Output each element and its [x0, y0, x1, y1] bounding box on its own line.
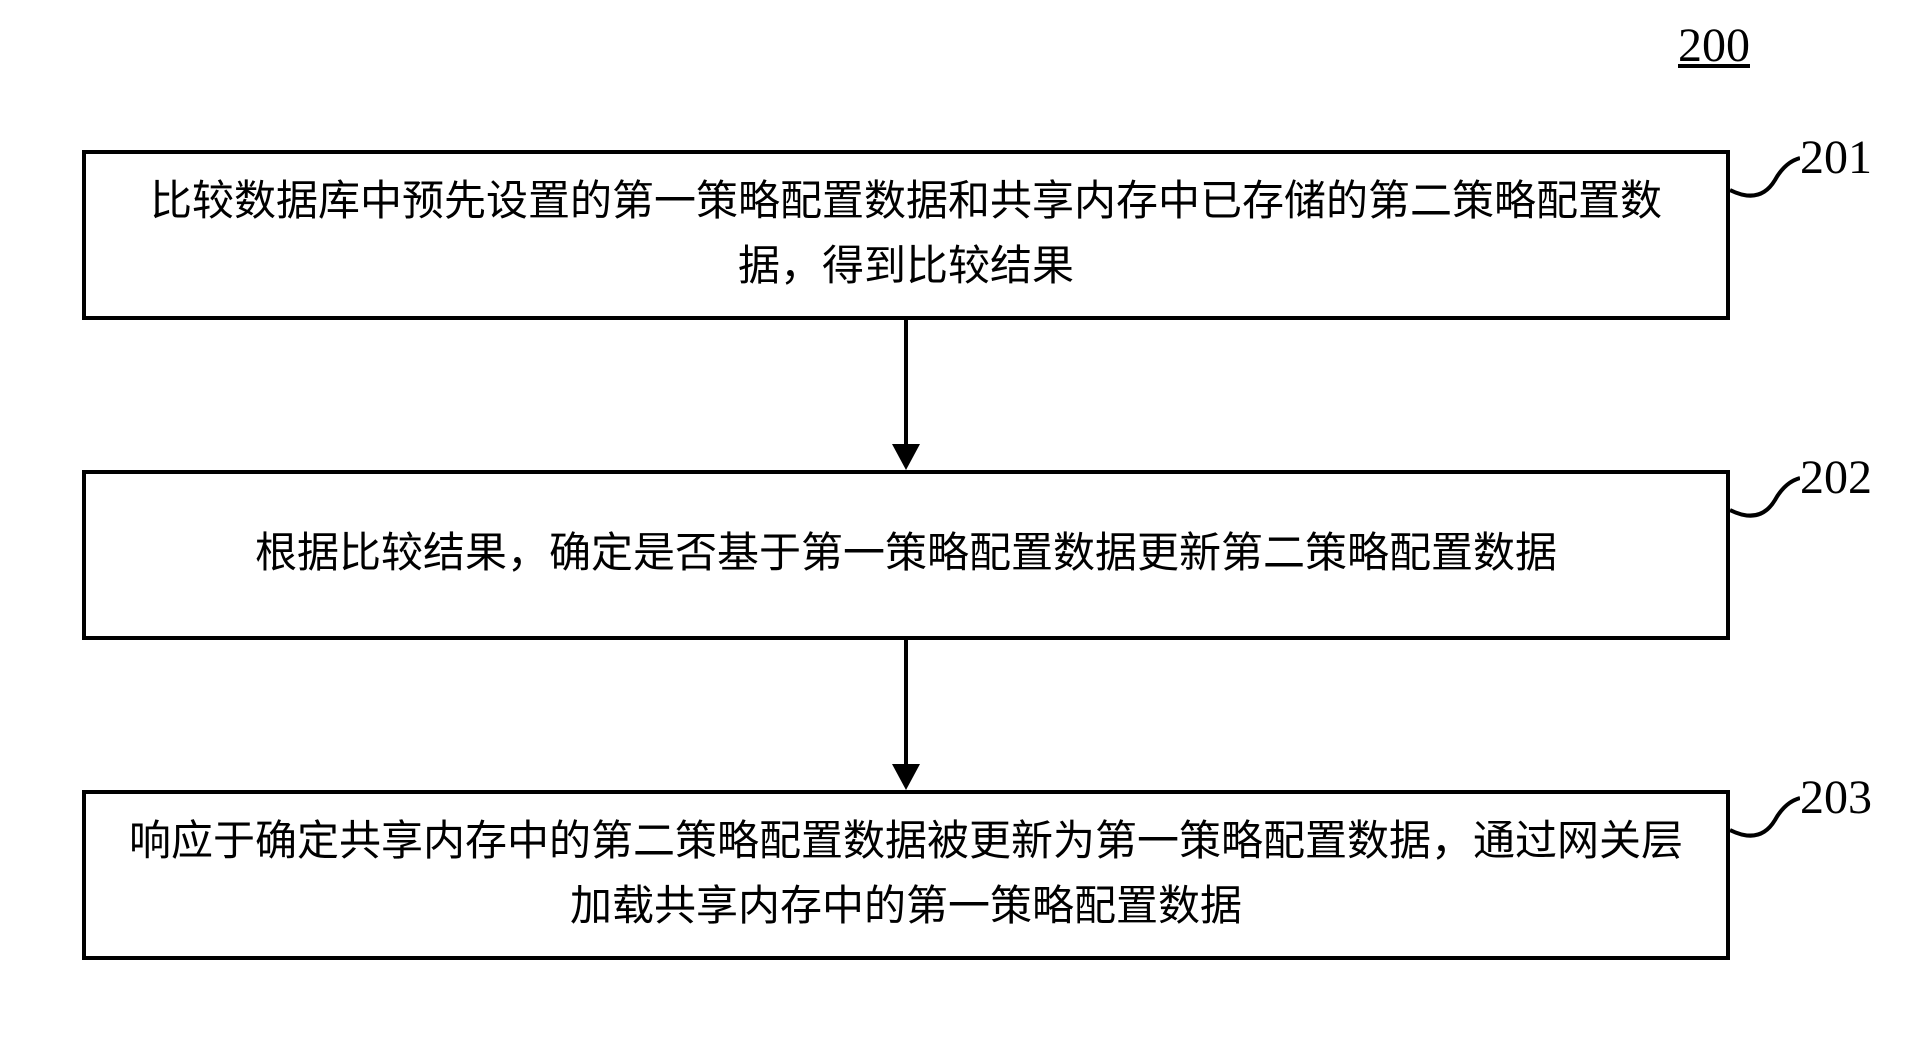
connector-curve [1730, 470, 1800, 540]
arrow-line [904, 640, 908, 764]
step-text: 根据比较结果，确定是否基于第一策略配置数据更新第二策略配置数据 [255, 522, 1557, 587]
connector-curve [1730, 150, 1800, 220]
connector-curve [1730, 790, 1800, 860]
step-label-203: 203 [1800, 770, 1872, 825]
step-label-202: 202 [1800, 450, 1872, 505]
step-box-203: 响应于确定共享内存中的第二策略配置数据被更新为第一策略配置数据，通过网关层加载共… [82, 790, 1730, 960]
step-box-201: 比较数据库中预先设置的第一策略配置数据和共享内存中已存储的第二策略配置数据，得到… [82, 150, 1730, 320]
arrow-head-icon [892, 764, 920, 790]
arrow-head-icon [892, 444, 920, 470]
step-box-202: 根据比较结果，确定是否基于第一策略配置数据更新第二策略配置数据 [82, 470, 1730, 640]
figure-label: 200 [1678, 18, 1750, 73]
step-text: 响应于确定共享内存中的第二策略配置数据被更新为第一策略配置数据，通过网关层加载共… [116, 810, 1696, 940]
flowchart-canvas: 200 比较数据库中预先设置的第一策略配置数据和共享内存中已存储的第二策略配置数… [0, 0, 1929, 1047]
step-label-201: 201 [1800, 130, 1872, 185]
arrow-line [904, 320, 908, 444]
step-text: 比较数据库中预先设置的第一策略配置数据和共享内存中已存储的第二策略配置数据，得到… [116, 170, 1696, 300]
